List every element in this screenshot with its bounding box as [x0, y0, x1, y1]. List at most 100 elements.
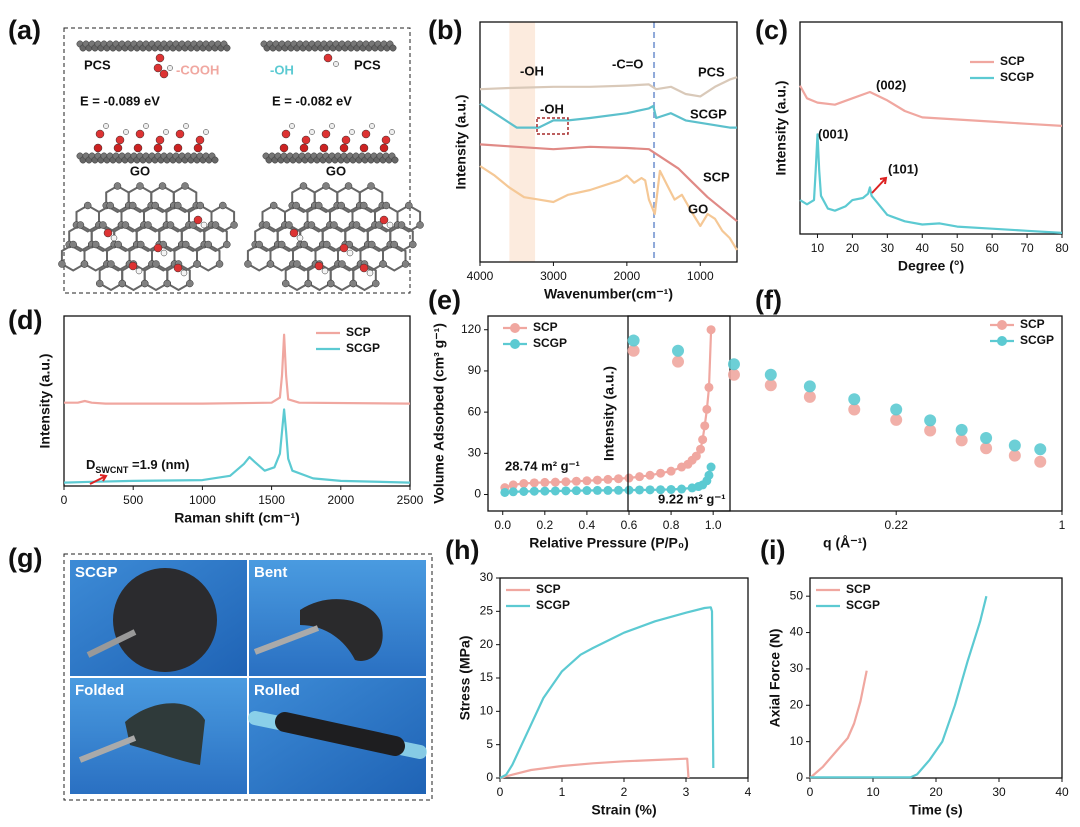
atom	[372, 279, 380, 288]
atom	[329, 123, 335, 129]
atom	[379, 215, 389, 225]
atom	[76, 221, 85, 229]
y-tick-label: 0	[486, 770, 493, 784]
ring	[352, 262, 377, 292]
atom	[321, 267, 329, 275]
atom	[337, 201, 346, 210]
data-point	[702, 404, 712, 414]
atom	[333, 61, 339, 67]
data-point	[603, 485, 613, 495]
film-folded	[125, 703, 205, 765]
legend-label: SCP	[1020, 317, 1045, 331]
atom	[289, 123, 295, 129]
plot-frame	[627, 315, 1063, 512]
panel-label: (c)	[755, 15, 788, 45]
data-point	[603, 474, 613, 484]
data-point	[955, 434, 968, 447]
atom	[182, 240, 190, 249]
atom	[163, 129, 169, 135]
y-axis-label: Axial Force (N)	[767, 629, 783, 728]
atom	[91, 240, 100, 249]
legend-label: SCGP	[533, 336, 567, 350]
series-label: PCS	[698, 64, 725, 79]
x-tick-label: 80	[1055, 241, 1069, 255]
atom	[409, 240, 417, 249]
atom	[349, 129, 355, 135]
data-point	[848, 403, 861, 416]
atom	[136, 240, 145, 249]
photo-label: Bent	[254, 564, 287, 581]
atom	[189, 221, 197, 229]
atom	[153, 63, 163, 73]
atom	[349, 279, 358, 288]
atom	[103, 123, 109, 129]
atom	[173, 263, 183, 273]
ring	[210, 204, 236, 233]
atom	[309, 129, 315, 135]
data-point	[672, 344, 685, 357]
group-label: PCS	[354, 57, 381, 72]
atom	[381, 135, 391, 145]
atom	[244, 260, 252, 268]
panel-label: (g)	[8, 543, 42, 573]
data-point	[704, 382, 714, 392]
x-tick-label: 4000	[467, 269, 494, 283]
ring	[196, 243, 221, 272]
atom	[281, 129, 291, 139]
atom	[136, 182, 144, 190]
ring	[284, 262, 310, 292]
atom	[155, 53, 165, 63]
series-line	[799, 85, 1063, 127]
panel-frame	[63, 553, 433, 801]
atom	[133, 143, 143, 153]
atom	[307, 221, 316, 229]
y-axis-label: Volume Adsorbed (cm³ g⁻¹)	[431, 323, 447, 504]
data-point	[704, 470, 714, 480]
atom	[330, 221, 338, 229]
x-tick-label: 20	[929, 785, 943, 799]
atom	[386, 221, 394, 229]
atom	[379, 143, 389, 153]
atom	[296, 234, 304, 242]
x-tick-label: 20	[846, 241, 860, 255]
atom	[379, 260, 387, 268]
panel-label: (d)	[8, 305, 42, 335]
data-point	[1008, 439, 1021, 452]
data-point	[924, 424, 937, 437]
y-axis-label: Intensity (a.u.)	[601, 366, 617, 461]
annotation: -C=O	[612, 56, 643, 71]
annotation-part: D	[86, 457, 95, 472]
y-tick-label: 30	[480, 570, 494, 584]
atom	[389, 44, 397, 52]
y-axis-label: Intensity (a.u.)	[453, 95, 469, 190]
film-rolled	[275, 712, 405, 756]
tweezer	[253, 625, 320, 655]
atom	[230, 221, 238, 229]
legend-label: SCGP	[846, 598, 880, 612]
annotation: 9.22 m² g⁻¹	[658, 491, 726, 506]
atom	[319, 143, 329, 153]
x-axis-label: Degree (°)	[898, 258, 964, 274]
atom	[180, 269, 188, 277]
atom	[255, 240, 263, 249]
y-tick-label: 10	[480, 704, 494, 718]
atom	[143, 123, 149, 129]
atom	[118, 279, 126, 288]
data-point	[677, 484, 687, 494]
ring	[358, 184, 384, 214]
data-point	[700, 421, 710, 431]
atom	[58, 260, 66, 268]
atom	[93, 143, 103, 153]
legend-marker	[997, 336, 1007, 346]
series-line	[479, 76, 738, 98]
legend-label: SCP	[536, 582, 561, 596]
atom	[299, 143, 309, 153]
x-tick-label: 2	[621, 785, 628, 799]
atom	[281, 279, 290, 288]
atom	[211, 156, 219, 164]
x-tick-label: 3000	[540, 269, 567, 283]
x-tick-label: 1	[559, 785, 566, 799]
x-tick-label: 0	[807, 785, 814, 799]
ring	[203, 223, 228, 253]
